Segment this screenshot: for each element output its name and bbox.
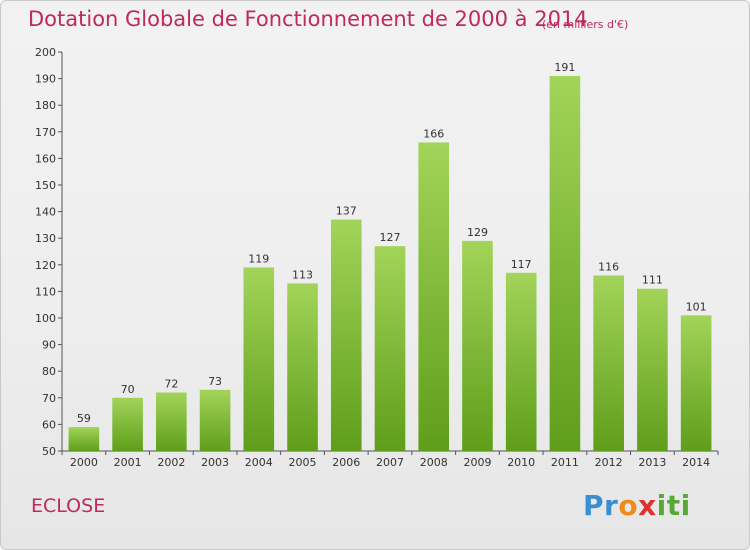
proxiti-logo[interactable]: Proxiti bbox=[583, 489, 691, 522]
value-label-2004: 119 bbox=[248, 252, 269, 265]
y-tick-label: 170 bbox=[35, 126, 56, 139]
x-tick-label: 2014 bbox=[682, 456, 710, 469]
y-tick-label: 150 bbox=[35, 179, 56, 192]
x-tick-label: 2010 bbox=[507, 456, 535, 469]
y-tick-label: 80 bbox=[42, 365, 56, 378]
y-tick-label: 70 bbox=[42, 392, 56, 405]
y-tick-label: 110 bbox=[35, 285, 56, 298]
y-tick-label: 90 bbox=[42, 339, 56, 352]
bar-2002 bbox=[156, 392, 187, 451]
value-label-2003: 73 bbox=[208, 375, 222, 388]
y-tick-label: 100 bbox=[35, 312, 56, 325]
y-tick-label: 50 bbox=[42, 445, 56, 458]
value-label-2008: 166 bbox=[423, 127, 444, 140]
x-tick-label: 2012 bbox=[595, 456, 623, 469]
bar-2014 bbox=[680, 315, 712, 451]
value-label-2002: 72 bbox=[164, 377, 178, 390]
bar-2008 bbox=[418, 142, 450, 451]
x-tick-label: 2005 bbox=[289, 456, 317, 469]
x-tick-label: 2006 bbox=[332, 456, 360, 469]
x-tick-label: 2011 bbox=[551, 456, 579, 469]
bar-2004 bbox=[243, 267, 275, 451]
bar-2007 bbox=[374, 246, 406, 451]
y-tick-label: 120 bbox=[35, 259, 56, 272]
x-tick-label: 2008 bbox=[420, 456, 448, 469]
value-label-2013: 111 bbox=[642, 274, 663, 287]
x-tick-label: 2004 bbox=[245, 456, 273, 469]
logo-part-4: iti bbox=[656, 489, 691, 522]
x-tick-label: 2013 bbox=[638, 456, 666, 469]
bar-2006 bbox=[330, 219, 362, 451]
y-tick-label: 160 bbox=[35, 152, 56, 165]
value-label-2006: 137 bbox=[336, 205, 357, 218]
value-label-2011: 191 bbox=[554, 61, 575, 74]
x-tick-label: 2007 bbox=[376, 456, 404, 469]
bar-2005 bbox=[287, 283, 318, 451]
value-label-2009: 129 bbox=[467, 226, 488, 239]
y-tick-label: 180 bbox=[35, 99, 56, 112]
bar-2010 bbox=[505, 272, 537, 451]
value-label-2001: 70 bbox=[121, 383, 135, 396]
bar-2001 bbox=[112, 397, 143, 451]
value-label-2014: 101 bbox=[686, 300, 707, 313]
y-tick-label: 190 bbox=[35, 73, 56, 86]
x-tick-label: 2009 bbox=[463, 456, 491, 469]
value-label-2010: 117 bbox=[511, 258, 532, 271]
value-label-2012: 116 bbox=[598, 260, 619, 273]
y-tick-label: 200 bbox=[35, 46, 56, 59]
bar-2011 bbox=[549, 75, 581, 451]
x-tick-label: 2003 bbox=[201, 456, 229, 469]
bar-2013 bbox=[637, 288, 668, 451]
y-tick-label: 140 bbox=[35, 206, 56, 219]
value-label-2005: 113 bbox=[292, 268, 313, 281]
y-tick-label: 130 bbox=[35, 232, 56, 245]
bar-2012 bbox=[593, 275, 624, 451]
bar-2000 bbox=[68, 427, 100, 451]
x-tick-label: 2001 bbox=[114, 456, 142, 469]
x-tick-label: 2000 bbox=[70, 456, 98, 469]
logo-part-1: Pr bbox=[583, 489, 619, 522]
commune-name: ECLOSE bbox=[31, 495, 106, 517]
bar-2009 bbox=[462, 240, 493, 451]
chart-subtitle: (en milliers d'€) bbox=[542, 18, 629, 31]
bar-2003 bbox=[199, 389, 231, 451]
y-tick-label: 60 bbox=[42, 418, 56, 431]
logo-part-2: o bbox=[618, 489, 639, 522]
x-tick-label: 2002 bbox=[157, 456, 185, 469]
value-label-2000: 59 bbox=[77, 412, 91, 425]
value-label-2007: 127 bbox=[380, 231, 401, 244]
chart-title: Dotation Globale de Fonctionnement de 20… bbox=[28, 7, 588, 31]
logo-part-3: x bbox=[638, 489, 657, 522]
